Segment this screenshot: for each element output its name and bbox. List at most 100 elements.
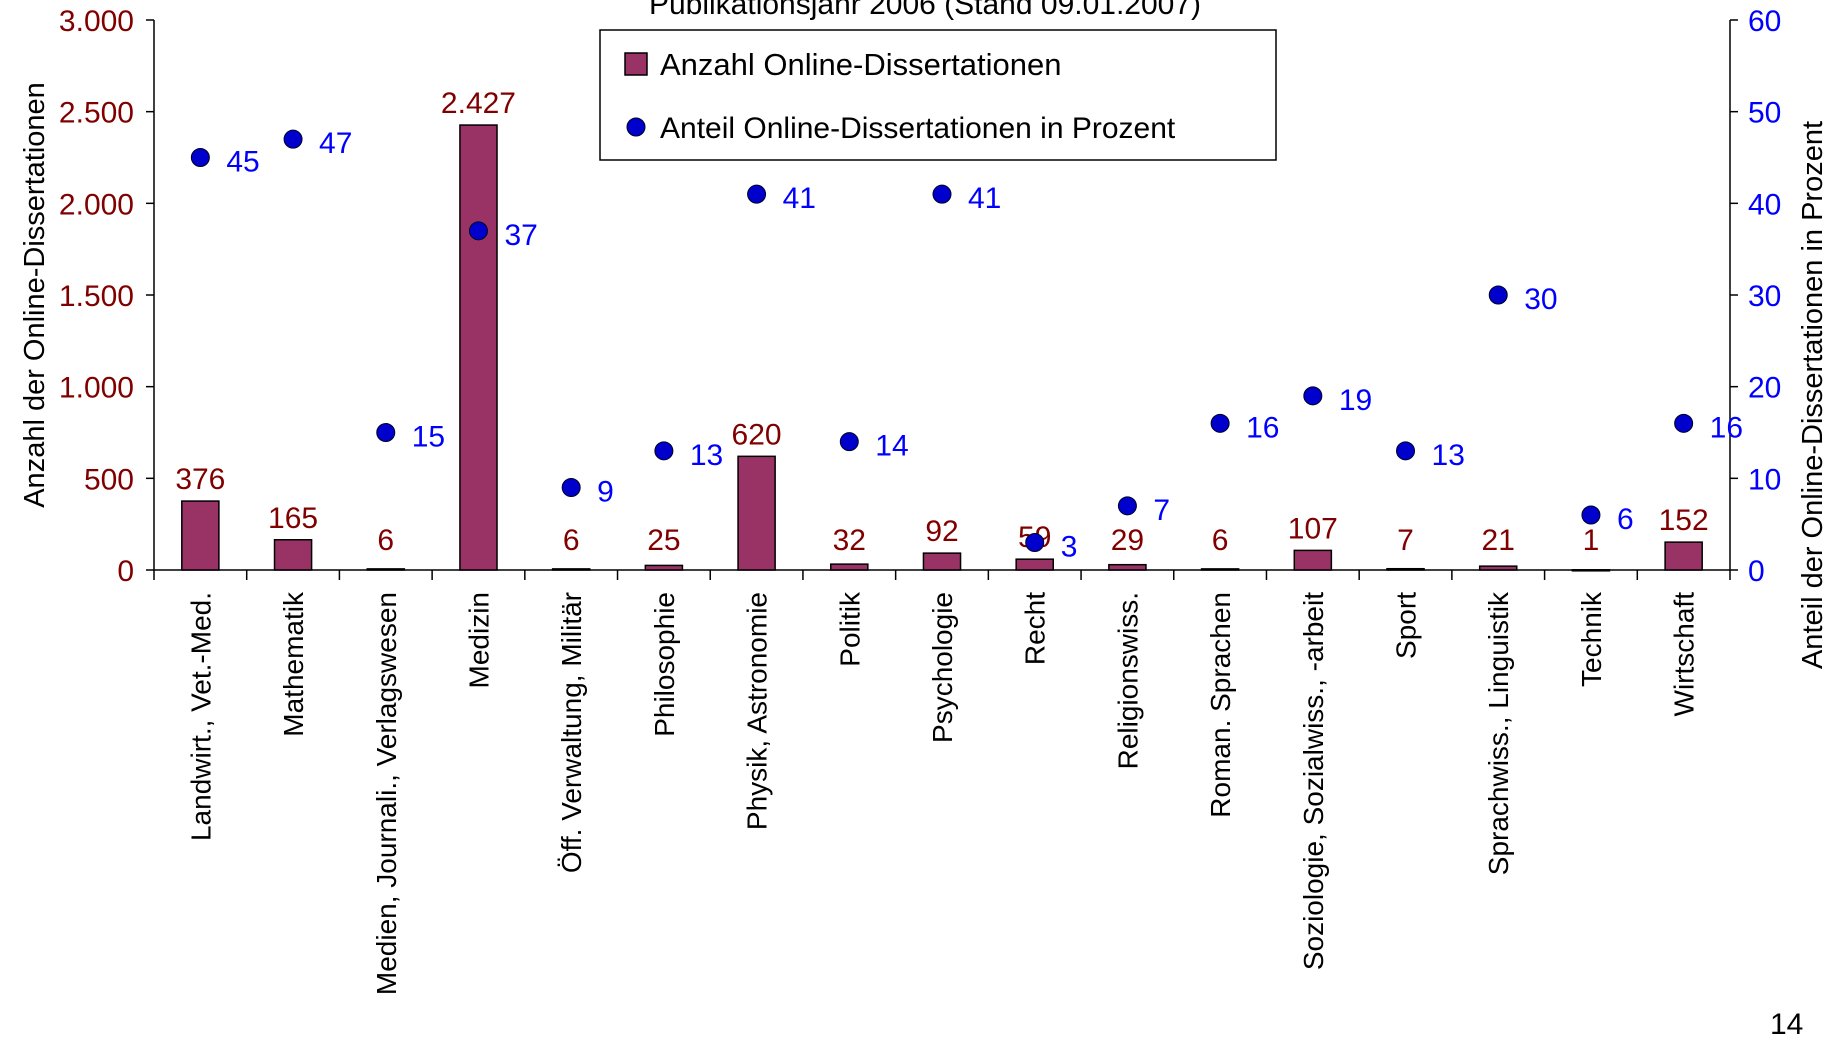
- legend-bar-label: Anzahl Online-Dissertationen: [660, 47, 1062, 82]
- percent-label: 19: [1339, 384, 1372, 417]
- bar: [1572, 570, 1609, 571]
- right-tick-label: 30: [1748, 280, 1781, 313]
- bar-label: 1: [1583, 524, 1600, 557]
- percent-label: 30: [1524, 283, 1557, 316]
- category-label: Öff. Verwaltung, Militär: [556, 592, 587, 873]
- category-label: Psychologie: [927, 592, 958, 743]
- legend-dot-swatch: [627, 118, 645, 136]
- bar: [1665, 542, 1702, 570]
- bar-label: 7: [1397, 524, 1414, 557]
- bar-label: 376: [175, 463, 225, 496]
- percent-point: [1582, 506, 1600, 524]
- category-label: Technik: [1576, 591, 1607, 687]
- percent-point: [933, 185, 951, 203]
- bar: [645, 565, 682, 570]
- bar: [831, 564, 868, 570]
- category-label: Religionswiss.: [1112, 592, 1143, 769]
- bar-label: 107: [1288, 512, 1338, 545]
- bar-label: 2.427: [441, 87, 516, 120]
- percent-point: [1118, 497, 1136, 515]
- right-tick-label: 60: [1748, 5, 1781, 38]
- category-label: Philosophie: [649, 592, 680, 737]
- bar-label: 152: [1659, 504, 1709, 537]
- percent-label: 14: [875, 430, 908, 463]
- bar-label: 6: [1212, 524, 1229, 557]
- category-label: Medien, Journali., Verlagswesen: [371, 592, 402, 995]
- right-tick-label: 50: [1748, 97, 1781, 130]
- percent-label: 13: [690, 439, 723, 472]
- percent-point: [1304, 387, 1322, 405]
- y-axis-title: Anzahl der Online-Dissertationen: [19, 82, 51, 508]
- bar: [1480, 566, 1517, 570]
- left-tick-label: 1.000: [59, 372, 134, 405]
- right-tick-label: 40: [1748, 188, 1781, 221]
- bar-label: 29: [1111, 524, 1144, 557]
- category-label: Mathematik: [278, 591, 309, 737]
- percent-point: [748, 185, 766, 203]
- bar-label: 32: [833, 524, 866, 557]
- percent-point: [1397, 442, 1415, 460]
- left-tick-label: 3.000: [59, 5, 134, 38]
- category-label: Medizin: [463, 592, 494, 688]
- bar-label: 21: [1482, 524, 1515, 557]
- percent-point: [840, 433, 858, 451]
- category-label: Physik, Astronomie: [742, 592, 773, 830]
- percent-point: [191, 149, 209, 167]
- bar: [1016, 559, 1053, 570]
- category-label: Landwirt., Vet.-Med.: [185, 592, 216, 841]
- bar: [1202, 569, 1239, 570]
- percent-point: [1675, 414, 1693, 432]
- category-label: Sport: [1391, 592, 1422, 659]
- left-tick-label: 1.500: [59, 280, 134, 313]
- percent-label: 6: [1617, 503, 1634, 536]
- percent-point: [377, 424, 395, 442]
- percent-point: [1489, 286, 1507, 304]
- category-label: Soziologie, Sozialwiss., -arbeit: [1298, 592, 1329, 970]
- left-tick-label: 500: [84, 463, 134, 496]
- bar: [275, 540, 312, 570]
- percent-label: 3: [1061, 531, 1078, 564]
- percent-label: 41: [783, 182, 816, 215]
- bar: [553, 569, 590, 570]
- bar-label: 25: [647, 524, 680, 557]
- percent-label: 47: [319, 127, 352, 160]
- y2-axis-title: Anteil der Online-Dissertationen in Proz…: [1797, 121, 1829, 669]
- left-tick-label: 2.000: [59, 188, 134, 221]
- category-label: Roman. Sprachen: [1205, 592, 1236, 818]
- category-label: Politik: [834, 591, 865, 667]
- bar-label: 620: [732, 418, 782, 451]
- percent-label: 7: [1153, 494, 1170, 527]
- bar-label: 6: [563, 524, 580, 557]
- chart-title: Publikationsjahr 2006 (Stand 09.01.2007): [649, 0, 1201, 21]
- percent-label: 16: [1710, 411, 1743, 444]
- percent-label: 16: [1246, 411, 1279, 444]
- bar: [923, 553, 960, 570]
- bar-label: 165: [268, 502, 318, 535]
- percent-label: 45: [226, 146, 259, 179]
- bar-label: 6: [377, 524, 394, 557]
- bar: [367, 569, 404, 570]
- legend-bar-swatch: [625, 53, 647, 75]
- bar: [1109, 565, 1146, 570]
- bar: [1294, 550, 1331, 570]
- left-tick-label: 0: [117, 555, 134, 588]
- category-label: Sprachwiss., Linguistik: [1483, 591, 1514, 875]
- percent-point: [1211, 414, 1229, 432]
- percent-label: 41: [968, 182, 1001, 215]
- category-label: Wirtschaft: [1669, 592, 1700, 717]
- page-number: 14: [1770, 1008, 1803, 1042]
- bar: [460, 125, 497, 570]
- left-tick-label: 2.500: [59, 97, 134, 130]
- right-tick-label: 20: [1748, 372, 1781, 405]
- percent-label: 13: [1432, 439, 1465, 472]
- percent-point: [562, 479, 580, 497]
- bar: [1387, 569, 1424, 570]
- bar: [182, 501, 219, 570]
- category-label: Recht: [1020, 592, 1051, 665]
- percent-point: [1026, 534, 1044, 552]
- bar: [738, 456, 775, 570]
- right-tick-label: 10: [1748, 463, 1781, 496]
- right-tick-label: 0: [1748, 555, 1765, 588]
- percent-label: 9: [597, 476, 614, 509]
